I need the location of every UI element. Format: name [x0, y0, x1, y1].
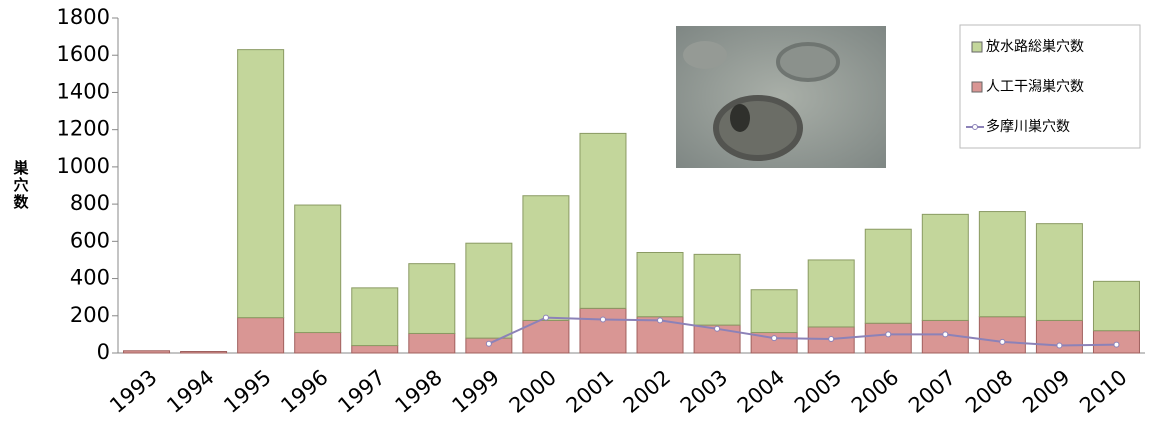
y-tick-label: 1600	[57, 42, 110, 66]
bar	[579, 307, 627, 354]
x-tick-label: 1994	[162, 365, 218, 418]
bar	[636, 252, 684, 318]
photo	[676, 26, 886, 168]
line-marker	[1056, 342, 1063, 349]
legend-label: 人工干潟巣穴数	[986, 79, 1084, 95]
bar	[864, 322, 912, 354]
bar	[921, 213, 969, 321]
x-tick-label: 2000	[505, 365, 561, 418]
y-tick-label: 1000	[57, 154, 110, 178]
line-marker	[771, 335, 778, 342]
x-tick-label: 1999	[448, 365, 504, 418]
line-marker	[599, 316, 606, 323]
x-tick-label: 2001	[562, 365, 618, 418]
x-tick-label: 2004	[733, 365, 789, 418]
bar	[408, 263, 456, 334]
bar	[408, 332, 456, 354]
y-tick-label: 1200	[57, 117, 110, 141]
legend-label: 多摩川巣穴数	[986, 118, 1070, 135]
bar	[294, 204, 342, 334]
x-tick-label: 1997	[333, 365, 389, 418]
legend-box	[959, 24, 1141, 149]
bar	[1092, 280, 1140, 332]
bar	[294, 332, 342, 354]
line-marker	[657, 317, 664, 324]
y-tick-label: 1400	[57, 79, 110, 103]
bar	[465, 242, 513, 339]
line-marker	[1113, 341, 1120, 348]
x-tick-label: 2003	[676, 365, 732, 418]
x-tick-label: 1995	[219, 365, 275, 418]
bar	[180, 351, 228, 354]
bar	[693, 253, 741, 326]
x-tick-label: 1996	[276, 365, 332, 418]
line-marker	[714, 325, 721, 332]
y-tick-label: 800	[70, 191, 110, 215]
x-tick-label: 2002	[619, 365, 675, 418]
bar	[864, 228, 912, 324]
bar	[978, 316, 1026, 354]
y-tick-label: 400	[70, 266, 110, 290]
x-tick-label: 2010	[1075, 365, 1131, 418]
legend-swatch	[971, 41, 983, 53]
line-marker	[485, 340, 492, 347]
bar	[351, 287, 399, 347]
x-tick-label: 2005	[790, 365, 846, 418]
bar	[807, 259, 855, 328]
legend-swatch	[971, 81, 983, 93]
y-axis-label: 巣穴数	[12, 159, 30, 211]
line-marker	[999, 338, 1006, 345]
legend-label: 放水路総巣穴数	[986, 39, 1084, 55]
bar	[351, 345, 399, 354]
y-tick-label: 0	[97, 340, 110, 364]
y-tick-label: 600	[70, 228, 110, 252]
bar	[1035, 223, 1083, 321]
x-tick-label: 2008	[961, 365, 1017, 418]
bar	[237, 317, 285, 354]
y-tick-label: 200	[70, 303, 110, 327]
bar	[522, 195, 570, 321]
bar	[978, 211, 1026, 318]
line-marker	[942, 331, 949, 338]
line-marker	[885, 331, 892, 338]
bar	[579, 132, 627, 309]
line	[488, 316, 1117, 347]
x-tick-label: 1993	[105, 365, 161, 418]
line-marker	[828, 336, 835, 343]
bar	[123, 350, 171, 354]
legend-swatch	[972, 124, 978, 130]
x-tick-label: 1998	[391, 365, 447, 418]
x-tick-label: 2006	[847, 365, 903, 418]
line-marker	[542, 314, 549, 321]
x-tick-label: 2007	[904, 365, 960, 418]
bar	[750, 289, 798, 334]
y-tick-label: 1800	[57, 5, 110, 29]
x-tick-label: 2009	[1018, 365, 1074, 418]
bar	[237, 49, 285, 319]
